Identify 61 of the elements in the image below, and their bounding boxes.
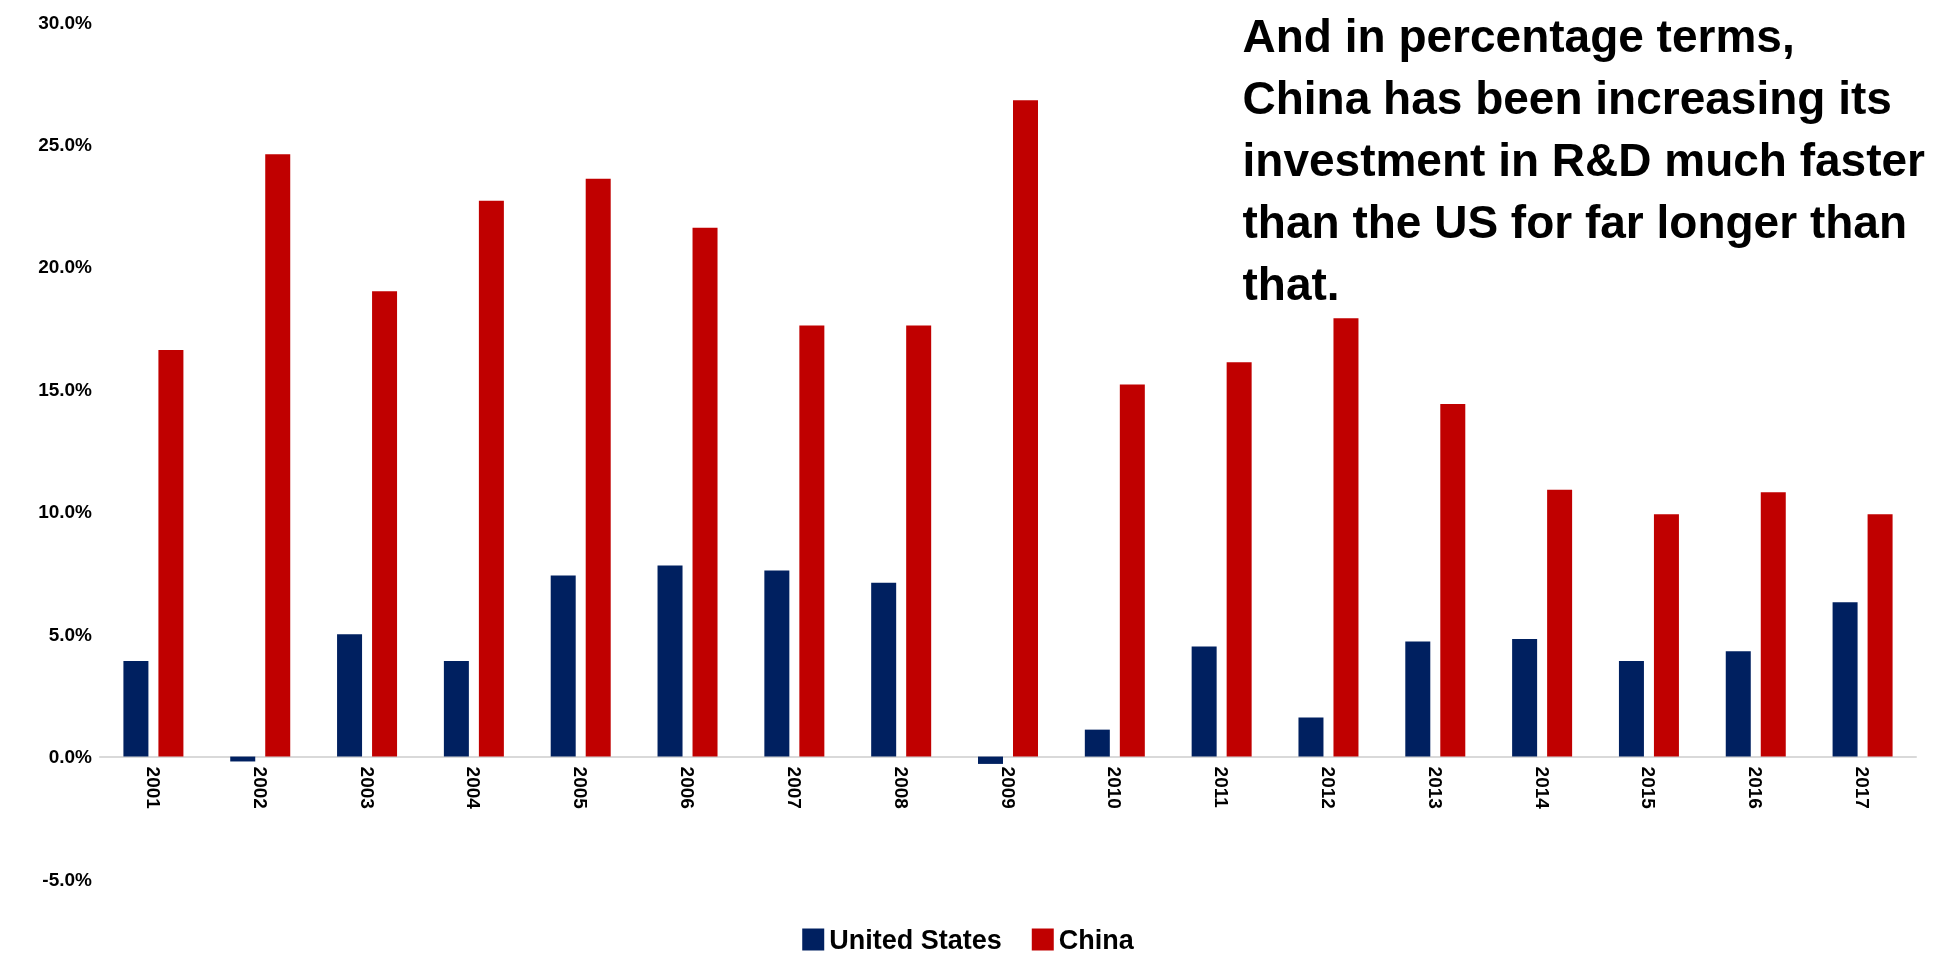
x-tick-label: 2001 (142, 766, 164, 810)
x-tick-label: 2002 (249, 766, 271, 809)
bar (1405, 641, 1431, 757)
text: And in percentage terms, China has been increasing its investment in R&D much faster than the US for far longer than that. (1242, 10, 1926, 310)
bar (1725, 651, 1751, 757)
bar (906, 325, 932, 757)
x-tick-label: 2016 (1745, 766, 1767, 809)
bar (1013, 100, 1038, 757)
bar (1618, 661, 1644, 757)
bar (1084, 729, 1110, 757)
bar (1298, 717, 1324, 757)
bar (1333, 318, 1359, 757)
bar (657, 565, 683, 757)
y-tick-label: 0.0% (48, 746, 93, 768)
x-tick-label: 2008 (890, 766, 912, 809)
x-tick-label: 2012 (1317, 766, 1339, 809)
bar (871, 582, 897, 757)
bar (1653, 514, 1679, 757)
bar (1440, 403, 1466, 757)
bar (443, 661, 469, 757)
bar (1512, 639, 1538, 757)
bar (337, 634, 363, 757)
bar (978, 756, 1003, 764)
x-tick-label: 2006 (677, 766, 699, 809)
bar (158, 350, 184, 757)
bar (478, 200, 504, 757)
bar (550, 575, 576, 757)
x-tick-label: 2011 (1211, 766, 1233, 809)
bar (692, 227, 718, 757)
x-tick-label: 2017 (1852, 766, 1874, 809)
x-tick-label: 2010 (1104, 766, 1126, 809)
y-tick-label: -5.0% (42, 868, 93, 890)
x-tick-label: 2003 (356, 766, 378, 809)
x-tick-label: 2015 (1638, 766, 1660, 810)
bar (372, 291, 398, 757)
y-tick-label: 30.0% (38, 11, 93, 33)
x-tick-label: 2004 (463, 766, 485, 810)
bar (1867, 514, 1893, 757)
y-tick-label: 20.0% (38, 256, 93, 278)
bar (265, 154, 291, 757)
x-tick-label: 2014 (1531, 766, 1553, 810)
bar (123, 661, 149, 757)
bar (1760, 492, 1786, 757)
legend-label: China (1058, 924, 1135, 955)
y-tick-label: 15.0% (38, 378, 93, 400)
y-tick-label: 5.0% (48, 623, 93, 645)
bar (1119, 384, 1145, 757)
bar (1832, 602, 1858, 757)
x-tick-label: 2009 (997, 766, 1019, 809)
x-tick-label: 2007 (783, 766, 805, 809)
bar (1547, 489, 1573, 757)
y-tick-label: 25.0% (38, 133, 93, 155)
bar (1226, 362, 1252, 757)
bar (799, 325, 825, 757)
y-tick-label: 10.0% (38, 501, 93, 523)
bar (764, 570, 790, 757)
bar (1191, 646, 1217, 757)
bar (585, 178, 611, 757)
x-tick-label: 2005 (570, 766, 592, 810)
legend-label: United States (829, 924, 1002, 955)
x-tick-label: 2013 (1424, 766, 1446, 809)
